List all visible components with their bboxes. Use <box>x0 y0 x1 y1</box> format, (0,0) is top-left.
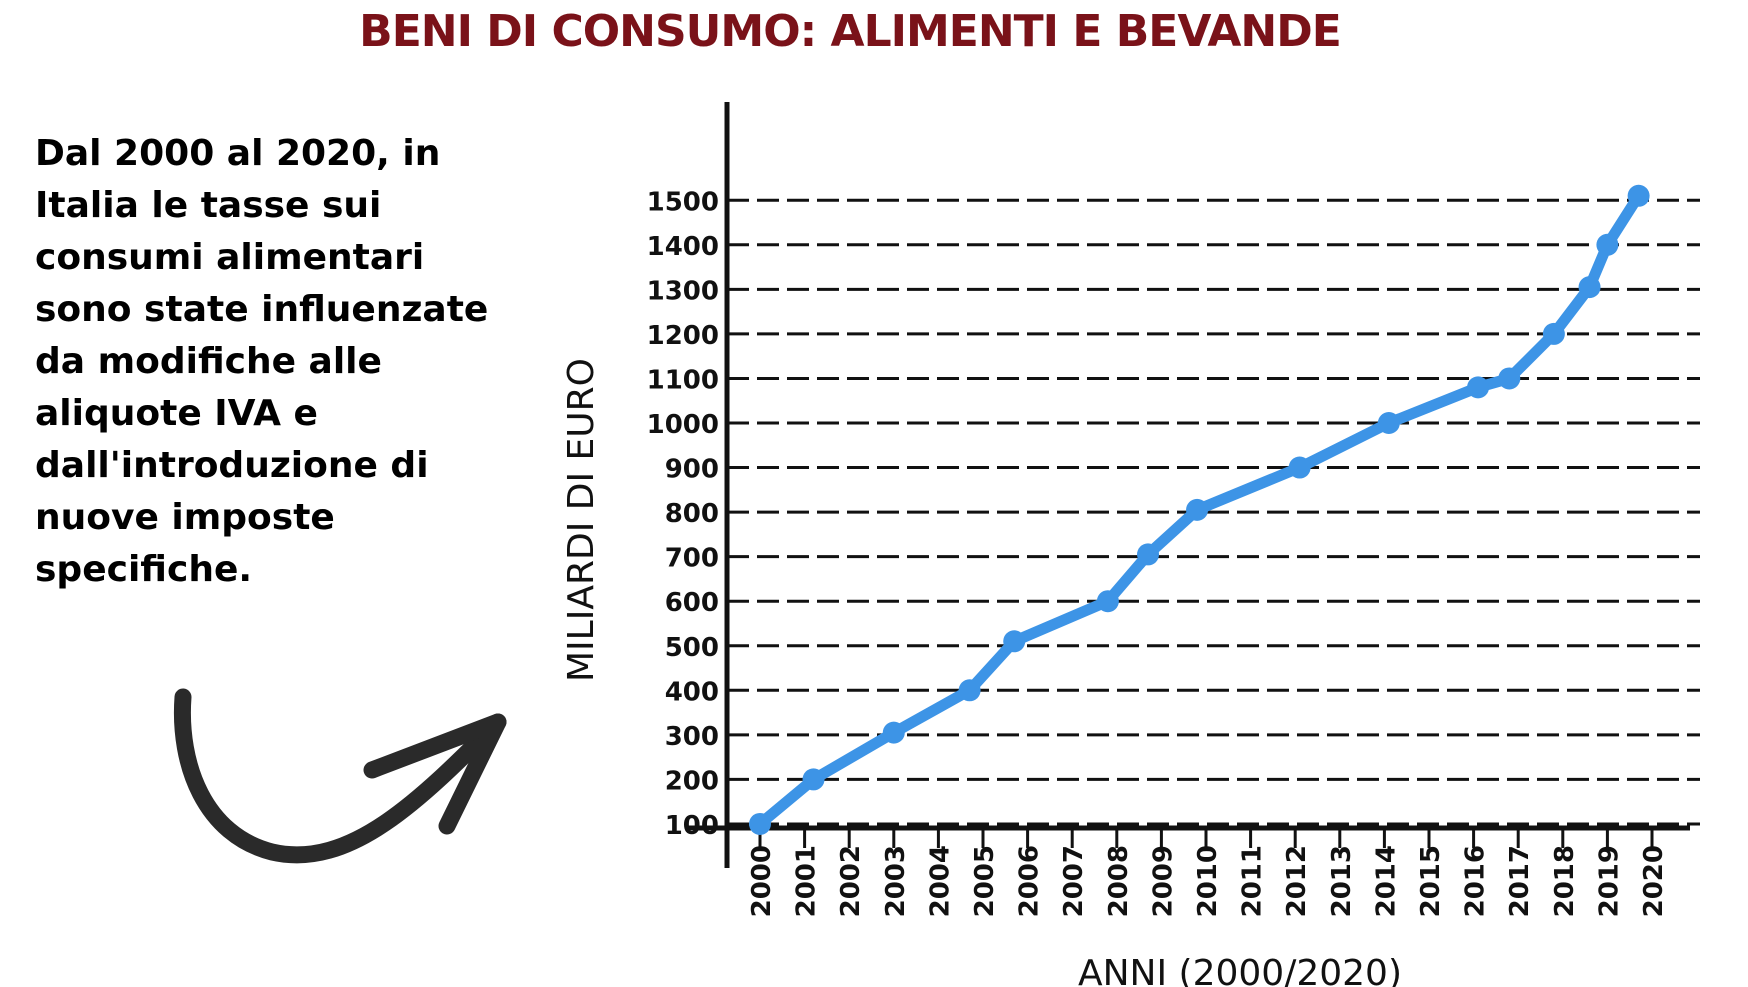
y-tick-label: 400 <box>665 677 719 707</box>
y-tick-label: 600 <box>665 588 719 618</box>
x-tick-label: 2020 <box>1639 845 1669 917</box>
y-tick-label: 200 <box>665 766 719 796</box>
x-tick-label: 2018 <box>1550 845 1580 917</box>
x-tick-label: 2017 <box>1505 845 1535 917</box>
x-tick-label: 2006 <box>1015 845 1045 917</box>
x-tick-label: 2016 <box>1461 845 1491 917</box>
data-point <box>1542 322 1565 345</box>
x-axis-label: ANNI (2000/2020) <box>1078 953 1402 987</box>
data-point <box>1186 498 1209 521</box>
x-tick-label: 2014 <box>1371 845 1401 917</box>
y-tick-label: 300 <box>665 722 719 752</box>
y-tick-label: 800 <box>665 499 719 529</box>
data-point <box>1596 233 1619 256</box>
data-point <box>749 812 771 835</box>
y-tick-label: 1400 <box>647 232 719 262</box>
data-point <box>1377 412 1400 434</box>
series-line <box>749 184 1650 835</box>
y-tick-label: 1100 <box>647 365 719 395</box>
y-tick-label: 700 <box>665 544 719 574</box>
x-tick-label: 2004 <box>925 845 955 917</box>
x-tick-label: 2010 <box>1193 845 1223 917</box>
x-tick-label: 2013 <box>1327 845 1357 917</box>
curved-arrow-icon <box>173 688 507 864</box>
x-tick-labels: 2000 2001 2002 2003 2004 2005 2006 2007 2008 2009… <box>747 828 1669 917</box>
info-text: Dal 2000 al 2020, in Italia le tasse sui… <box>35 133 489 590</box>
data-point <box>882 721 905 744</box>
data-point <box>1578 276 1601 299</box>
data-point <box>1096 590 1119 613</box>
data-point <box>1137 543 1160 566</box>
x-tick-label: 2019 <box>1594 845 1624 917</box>
x-tick-label: 2001 <box>792 845 822 917</box>
y-tick-label: 500 <box>665 633 719 663</box>
data-point <box>1498 367 1521 390</box>
y-tick-labels: 1002003004005006007008009001000110012001… <box>647 187 719 841</box>
data-point <box>1288 456 1311 479</box>
x-tick-label: 2007 <box>1059 845 1089 917</box>
x-tick-label: 2003 <box>881 845 911 917</box>
x-tick-label: 2002 <box>836 845 866 917</box>
x-tick-label: 2000 <box>747 845 777 917</box>
y-tick-label: 1000 <box>647 410 719 440</box>
y-axis-label: MILIARDI DI EURO <box>561 358 602 682</box>
x-tick-label: 2012 <box>1282 845 1312 917</box>
y-tick-label: 1200 <box>647 321 719 351</box>
series-line-path <box>754 190 1645 830</box>
chart-title: BENI DI CONSUMO: ALIMENTI E BEVANDE <box>359 6 1342 57</box>
x-tick-label: 2009 <box>1148 845 1178 917</box>
y-tick-label: 1500 <box>647 187 719 217</box>
x-tick-label: 2015 <box>1416 845 1446 917</box>
y-tick-label: 1300 <box>647 276 719 306</box>
data-point <box>1467 376 1490 399</box>
x-tick-label: 2005 <box>970 845 1000 917</box>
data-point <box>1627 184 1650 207</box>
y-tick-label: 900 <box>665 455 719 485</box>
axes <box>688 102 1690 868</box>
x-tick-label: 2011 <box>1238 845 1268 917</box>
x-tick-label: 2008 <box>1104 845 1134 917</box>
data-point <box>802 768 825 791</box>
data-point <box>1003 630 1026 653</box>
data-point <box>958 679 981 702</box>
gridlines <box>727 198 1700 826</box>
